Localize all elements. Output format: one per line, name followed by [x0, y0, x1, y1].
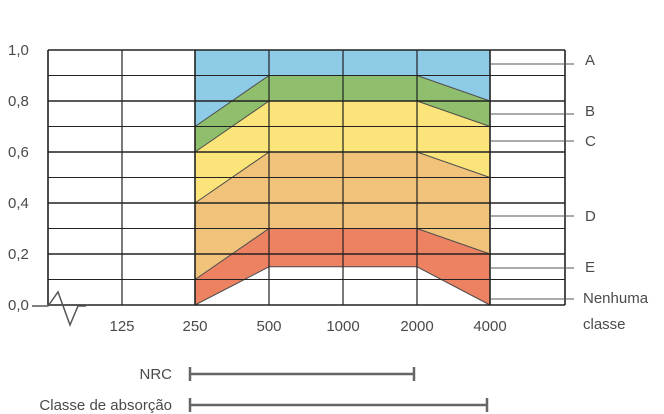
class-label: B: [585, 103, 595, 120]
axis-break-mark: [32, 290, 86, 328]
x-tick-labels: 125 250 500 1000 2000 4000: [109, 318, 506, 335]
y-tick-label: 0,8: [8, 93, 29, 110]
class-label: D: [585, 208, 596, 225]
y-tick-label: 1,0: [8, 42, 29, 59]
x-tick-label: 1000: [326, 318, 359, 335]
y-tick-label: 0,4: [8, 195, 29, 212]
chart-grid: [47, 49, 566, 306]
y-tick-label: 0,6: [8, 144, 29, 161]
range-label: Classe de absorção: [39, 397, 172, 414]
class-label: A: [585, 52, 595, 69]
x-tick-label: 125: [109, 318, 134, 335]
x-tick-label: 2000: [400, 318, 433, 335]
x-tick-label: 500: [256, 318, 281, 335]
class-label: C: [585, 133, 596, 150]
class-label: E: [585, 259, 595, 276]
y-tick-labels: 0,0 0,2 0,4 0,6 0,8 1,0: [8, 42, 29, 314]
class-labels: A BC D E Nenhuma classe: [490, 52, 649, 333]
y-tick-label: 0,2: [8, 246, 29, 263]
x-tick-label: 4000: [473, 318, 506, 335]
class-label: Nenhuma classe: [583, 290, 649, 333]
x-tick-label: 250: [182, 318, 207, 335]
range-label: NRC: [140, 366, 173, 383]
frequency-ranges: NRC Classe de absorção: [39, 366, 489, 414]
y-tick-label: 0,0: [8, 297, 29, 314]
